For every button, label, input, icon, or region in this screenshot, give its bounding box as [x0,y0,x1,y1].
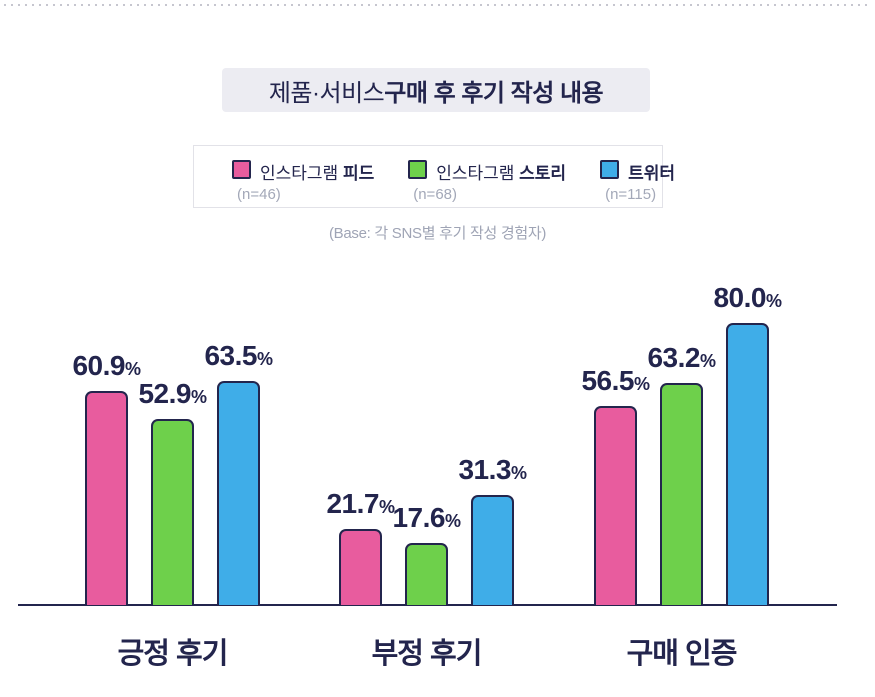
legend-label-instagram-feed: 인스타그램 피드 [260,164,375,183]
value-label-instagram-story-positive-review: 52.9% [138,378,207,409]
bar-twitter-purchase-proof [726,323,769,605]
base-note: (Base: 각 SNS별 후기 작성 경험자) [328,225,547,242]
chart-title-normal: 제품·서비스 [268,79,385,107]
bar-twitter-negative-review [471,495,514,605]
bar-instagram-feed-negative-review [339,529,382,605]
value-label-twitter-negative-review: 31.3% [458,454,527,485]
legend-entry-twitter: 트위터 (n=115) [600,159,675,203]
category-label-positive-review: 긍정 후기 [117,638,229,670]
legend-swatch-instagram-story [408,160,428,179]
legend-swatch-instagram-feed [232,160,251,179]
bar-twitter-positive-review [217,381,260,605]
category-label-negative-review: 부정 후기 [371,638,483,670]
value-label-instagram-story-negative-review: 17.6% [392,502,461,533]
bar-instagram-story-purchase-proof [660,383,703,605]
x-axis-line [18,604,837,606]
legend-entry-instagram-story: 인스타그램 스토리 (n=68) [408,159,566,203]
bar-instagram-story-positive-review [151,419,194,605]
legend-label-twitter: 트위터 [628,164,675,183]
bar-instagram-story-negative-review [405,543,448,605]
chart-title-bold: 구매 후 후기 작성 내용 [384,79,604,107]
bar-instagram-feed-purchase-proof [594,406,637,605]
bar-instagram-feed-positive-review [85,391,128,605]
value-label-twitter-purchase-proof: 80.0% [713,282,782,313]
legend-n-twitter: (n=115) [605,186,657,203]
top-dotted-divider [4,4,870,6]
legend-swatch-twitter [600,160,620,179]
legend-entry-instagram-feed: 인스타그램 피드 (n=46) [232,159,374,203]
category-label-purchase-proof: 구매 인증 [626,638,738,670]
chart-title: 제품·서비스 구매 후 후기 작성 내용 [222,68,650,112]
value-label-instagram-feed-positive-review: 60.9% [72,350,141,381]
legend: 인스타그램 피드 (n=46) 인스타그램 스토리 (n=68) 트위터 (n=115) [193,145,675,208]
value-label-instagram-story-purchase-proof: 63.2% [647,342,716,373]
legend-label-instagram-story: 인스타그램 스토리 [436,164,567,183]
value-label-twitter-positive-review: 63.5% [204,340,273,371]
value-label-instagram-feed-purchase-proof: 56.5% [581,365,650,396]
legend-n-instagram-feed: (n=46) [237,186,281,203]
value-label-instagram-feed-negative-review: 21.7% [326,488,395,519]
legend-n-instagram-story: (n=68) [413,186,457,203]
